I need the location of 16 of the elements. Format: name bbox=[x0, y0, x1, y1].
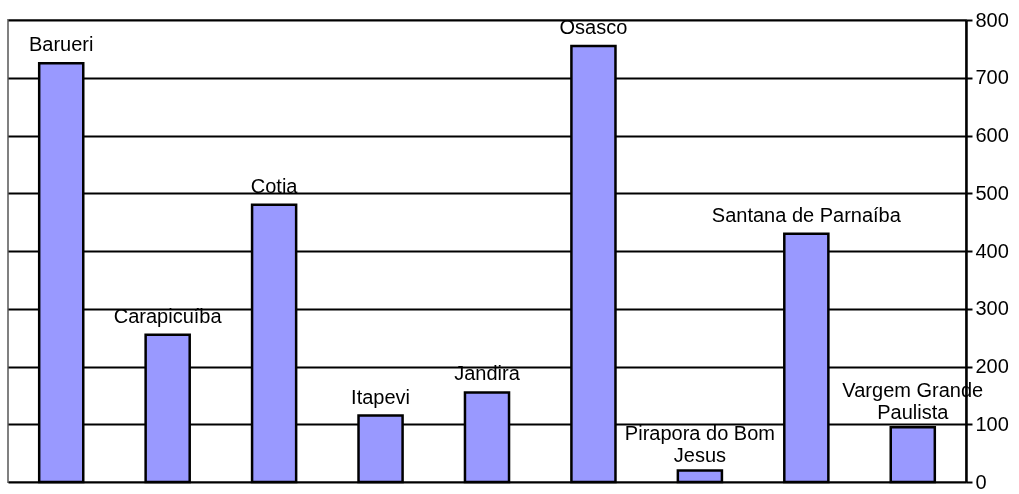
x-tick-label: Jandira bbox=[454, 362, 521, 385]
x-tick-label: Cotia bbox=[250, 174, 299, 197]
y-tick-label: 700 bbox=[975, 66, 1009, 89]
x-tick-label: Osasco bbox=[559, 15, 628, 38]
y-tick-label: 0 bbox=[975, 470, 987, 493]
x-tick-label: Carapicuíba bbox=[113, 304, 223, 327]
x-tick-label: Pirapora do Bom Jesus bbox=[624, 422, 775, 467]
y-tick-label: 300 bbox=[975, 297, 1009, 320]
y-tick-label: 600 bbox=[975, 124, 1009, 146]
x-tick-label: Itapevi bbox=[351, 385, 411, 408]
x-tick-label: Barueri bbox=[28, 33, 94, 56]
y-tick-label: 400 bbox=[975, 239, 1009, 262]
x-tick-label: Santana de Parnaíba bbox=[711, 203, 902, 226]
y-tick-label: 200 bbox=[975, 355, 1009, 377]
y-tick-label: 800 bbox=[975, 8, 1009, 31]
y-tick-label: 500 bbox=[975, 181, 1009, 204]
